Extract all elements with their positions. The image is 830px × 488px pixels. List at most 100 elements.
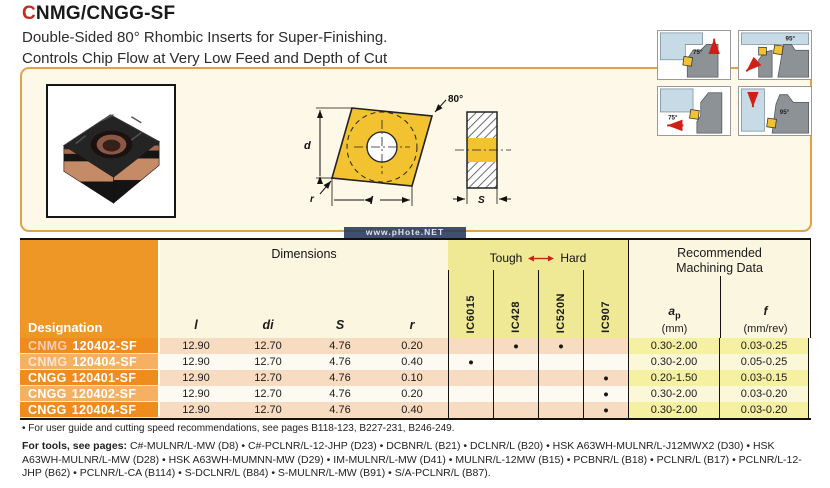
grade-dot-cell-ic428: [493, 370, 538, 386]
machining-subheaders: ap (mm) f (mm/rev): [629, 276, 810, 338]
grade-dot-cell-ic428: ●: [493, 338, 538, 354]
dim-cell-di: 12.70: [232, 338, 304, 354]
grade-dot-cell-ic6015: [448, 338, 493, 354]
hard-label: Hard: [560, 251, 587, 265]
dim-cell-l: 12.90: [160, 338, 232, 354]
application-diagram-4: 95°: [738, 86, 812, 136]
dim-cell-s: 4.76: [304, 386, 376, 402]
machining-cell-f: 0.03-0.15: [719, 370, 809, 386]
drawing-label-d: d: [304, 140, 311, 152]
dim-cell-di: 12.70: [232, 354, 304, 370]
designation-header: Designation: [20, 240, 160, 338]
grade-dot-cell-ic6015: ●: [448, 354, 493, 370]
app-angle-label-2: 95°: [786, 36, 796, 43]
dim-cell-s: 4.76: [304, 370, 376, 386]
col-header-di: di: [262, 318, 274, 332]
designation-prefix: CNGG: [28, 370, 67, 385]
footnote-tools-list: C#-MULNR/L-MW (D8) • C#-PCLNR/L-12-JHP (…: [22, 440, 802, 479]
insert-photo-frame: [46, 84, 176, 218]
dim-cell-di: 12.70: [232, 402, 304, 418]
designation-prefix: CNMG: [28, 338, 68, 353]
grade-dot-cell-ic6015: [448, 370, 493, 386]
row-designation: CNGG 120401-SF: [20, 370, 160, 386]
grade-column-headers: IC6015 IC428 IC520N IC907: [448, 270, 628, 338]
row-designation: CNMG 120402-SF: [20, 338, 160, 354]
subtitle-line-1: Double-Sided 80° Rhombic Inserts for Sup…: [22, 29, 388, 46]
tough-label: Tough: [489, 251, 523, 265]
table-row: CNGG 120401-SF 12.90 12.70 4.76 0.10 ● 0.20-1.5…: [20, 370, 811, 386]
row-designation: CNGG 120402-SF: [20, 386, 160, 402]
machining-cell-ap: 0.30-2.00: [628, 354, 719, 370]
grade-header-ic907: IC907: [583, 270, 628, 338]
row-designation: CNMG 120404-SF: [20, 354, 160, 370]
dim-cell-r: 0.20: [376, 386, 448, 402]
application-diagram-1: 75°: [657, 30, 731, 80]
drawing-label-s: S: [478, 195, 485, 206]
dimension-subheaders: l di S r: [160, 318, 448, 338]
machining-data-group: Recommended Machining Data ap (mm) f (mm…: [628, 240, 811, 338]
dim-cell-s: 4.76: [304, 338, 376, 354]
products-table: Designation Dimensions l di S r Tough Ha…: [20, 238, 811, 420]
grade-dot-cell-ic520n: [538, 354, 583, 370]
application-diagram-2: 95°: [738, 30, 812, 80]
dim-cell-di: 12.70: [232, 370, 304, 386]
grade-dot-cell-ic520n: ●: [538, 338, 583, 354]
title-accent-letter: C: [22, 3, 36, 24]
dimensions-group-title: Dimensions: [271, 247, 337, 261]
col-header-f: f (mm/rev): [720, 276, 810, 338]
table-row: CNGG 120402-SF 12.90 12.70 4.76 0.20 ● 0.30-2.0…: [20, 386, 811, 402]
insert-photo: [62, 114, 161, 204]
app-angle-label-1: 75°: [693, 49, 703, 56]
tough-hard-arrow-icon: [528, 255, 555, 261]
grade-dot-cell-ic520n: [538, 386, 583, 402]
designation-suffix: 120402-SF: [72, 338, 137, 353]
col-header-r: r: [409, 318, 415, 332]
grade-dot-cell-ic428: [493, 386, 538, 402]
machining-cell-ap: 0.30-2.00: [628, 386, 719, 402]
grade-dot-cell-ic520n: [538, 402, 583, 418]
footnote-tools: For tools, see pages: C#-MULNR/L-MW (D8)…: [22, 440, 812, 481]
dim-cell-di: 12.70: [232, 386, 304, 402]
insert-drawing: d l 80° r S: [290, 86, 525, 228]
designation-suffix: 120402-SF: [71, 386, 137, 401]
subtitle-line-2: Controls Chip Flow at Very Low Feed and …: [22, 50, 388, 67]
grade-header-ic6015: IC6015: [448, 270, 493, 338]
app-angle-label-4: 95°: [780, 109, 790, 116]
drawing-label-l: l: [370, 195, 374, 207]
grade-header-ic520n: IC520N: [538, 270, 583, 338]
designation-prefix: CNGG: [28, 386, 67, 401]
grade-dot-cell-ic907: ●: [583, 402, 628, 418]
dim-cell-s: 4.76: [304, 354, 376, 370]
grade-dot-cell-ic907: ●: [583, 386, 628, 402]
designation-suffix: 120404-SF: [72, 354, 137, 369]
machining-data-title: Recommended Machining Data: [676, 246, 763, 275]
dim-cell-s: 4.76: [304, 402, 376, 418]
page-title: CNMG/CNGG-SF: [22, 3, 175, 25]
drawing-label-r: r: [310, 194, 315, 205]
grade-header-ic428: IC428: [493, 270, 538, 338]
dim-cell-l: 12.90: [160, 354, 232, 370]
title-rest: NMG/CNGG-SF: [35, 3, 176, 24]
tough-hard-header: Tough Hard: [448, 240, 628, 270]
dim-cell-r: 0.10: [376, 370, 448, 386]
grades-group: Tough Hard IC6015 IC428 IC520N IC907: [448, 240, 628, 338]
footnote-user-guide: • For user guide and cutting speed recom…: [22, 423, 455, 434]
dimensions-group: Dimensions l di S r: [160, 240, 448, 338]
machining-cell-f: 0.03-0.25: [719, 338, 809, 354]
grade-dot-cell-ic907: [583, 354, 628, 370]
dim-cell-r: 0.40: [376, 354, 448, 370]
table-body: CNMG 120402-SF 12.90 12.70 4.76 0.20 ● ● 0.30-2.…: [20, 338, 811, 420]
dim-cell-r: 0.20: [376, 338, 448, 354]
dim-cell-r: 0.40: [376, 402, 448, 418]
grade-dot-cell-ic6015: [448, 402, 493, 418]
watermark: www.pHote.NET: [344, 227, 466, 238]
machining-cell-f: 0.03-0.20: [719, 402, 809, 418]
col-header-s: S: [335, 318, 345, 332]
machining-cell-f: 0.05-0.25: [719, 354, 809, 370]
designation-prefix: CNGG: [28, 402, 67, 417]
table-row: CNMG 120404-SF 12.90 12.70 4.76 0.40 ● 0.30-2.0…: [20, 354, 811, 370]
grade-dot-cell-ic6015: [448, 386, 493, 402]
app-angle-label-3: 75°: [668, 115, 678, 122]
page-subtitle: Double-Sided 80° Rhombic Inserts for Sup…: [22, 27, 387, 69]
grade-dot-cell-ic907: [583, 338, 628, 354]
